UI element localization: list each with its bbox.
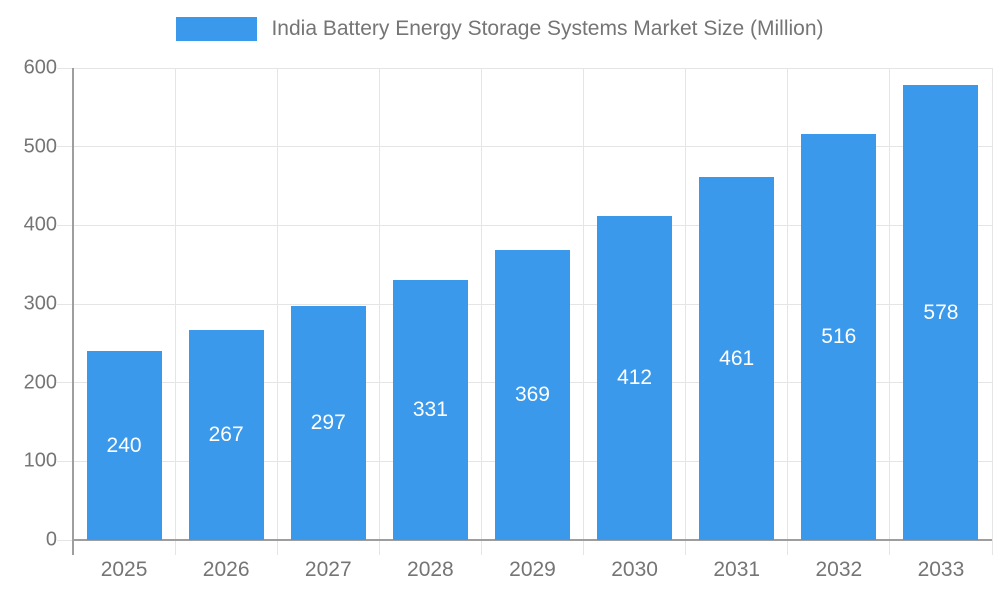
x-axis-labels: 2025 2026 2027 2028 2029 2030 2031 2032 2033 bbox=[73, 558, 992, 588]
gridline-vertical bbox=[276, 68, 278, 555]
bar[interactable]: 240 bbox=[86, 351, 162, 540]
legend-item[interactable]: India Battery Energy Storage Systems Mar… bbox=[176, 17, 824, 41]
gridline-vertical bbox=[480, 68, 482, 555]
gridline-vertical bbox=[991, 68, 993, 555]
bar[interactable]: 461 bbox=[699, 177, 775, 540]
x-axis-tick-label: 2028 bbox=[407, 558, 454, 581]
bar[interactable]: 267 bbox=[188, 329, 264, 540]
x-axis-tick-label: 2033 bbox=[917, 558, 965, 581]
bar[interactable]: 331 bbox=[392, 279, 468, 540]
bar-value-label: 412 bbox=[617, 365, 653, 389]
x-axis-line bbox=[72, 539, 992, 541]
gridline-vertical bbox=[889, 68, 891, 555]
bar-value-label: 331 bbox=[412, 397, 448, 421]
bar[interactable]: 369 bbox=[495, 249, 570, 540]
y-axis-tick-label: 100 bbox=[23, 449, 57, 472]
y-axis-tick-label: 200 bbox=[23, 371, 57, 394]
x-axis-tick-label: 2032 bbox=[815, 558, 863, 581]
bar-value-label: 578 bbox=[923, 300, 959, 324]
bar[interactable]: 297 bbox=[290, 306, 366, 540]
x-axis-tick-label: 2027 bbox=[304, 558, 352, 581]
x-axis-tick-label: 2026 bbox=[202, 558, 250, 581]
y-axis-tick-label: 500 bbox=[23, 135, 57, 158]
x-axis-tick-label: 2029 bbox=[509, 558, 556, 581]
chart-legend: India Battery Energy Storage Systems Mar… bbox=[0, 17, 1000, 41]
x-axis-tick-label: 2031 bbox=[713, 558, 761, 581]
bar-value-label: 461 bbox=[719, 346, 755, 370]
x-axis-tick-label: 2025 bbox=[100, 558, 148, 581]
bar-value-label: 267 bbox=[208, 422, 244, 446]
bar[interactable]: 412 bbox=[597, 215, 673, 540]
bar-value-label: 297 bbox=[310, 411, 346, 435]
gridline-vertical bbox=[685, 68, 687, 555]
gridline-vertical bbox=[787, 68, 789, 555]
bar-value-label: 516 bbox=[821, 325, 857, 349]
y-axis-tick-label: 600 bbox=[23, 56, 57, 79]
gridline-vertical bbox=[174, 68, 176, 555]
gridline-horizontal bbox=[57, 146, 992, 148]
y-axis-tick-label: 400 bbox=[23, 213, 57, 236]
gridline-vertical bbox=[378, 68, 380, 555]
gridline-vertical bbox=[583, 68, 585, 555]
x-axis-tick-label: 2030 bbox=[611, 558, 658, 581]
gridline-horizontal bbox=[57, 67, 992, 69]
bar-value-label: 369 bbox=[514, 382, 550, 406]
y-axis-line bbox=[72, 68, 74, 555]
bar[interactable]: 516 bbox=[801, 134, 877, 540]
plot-area: 240 267 297 331 369 412 461 516 578 bbox=[57, 67, 993, 555]
bar[interactable]: 578 bbox=[903, 85, 979, 540]
bar-value-label: 240 bbox=[106, 433, 142, 457]
y-axis-tick-label: 300 bbox=[23, 292, 57, 315]
y-axis-tick-label: 0 bbox=[45, 528, 57, 551]
legend-label: India Battery Energy Storage Systems Mar… bbox=[271, 17, 824, 40]
legend-swatch-icon bbox=[176, 17, 258, 41]
gridline-horizontal bbox=[57, 224, 992, 226]
y-axis-labels: 0 100 200 300 400 500 600 bbox=[0, 57, 57, 551]
